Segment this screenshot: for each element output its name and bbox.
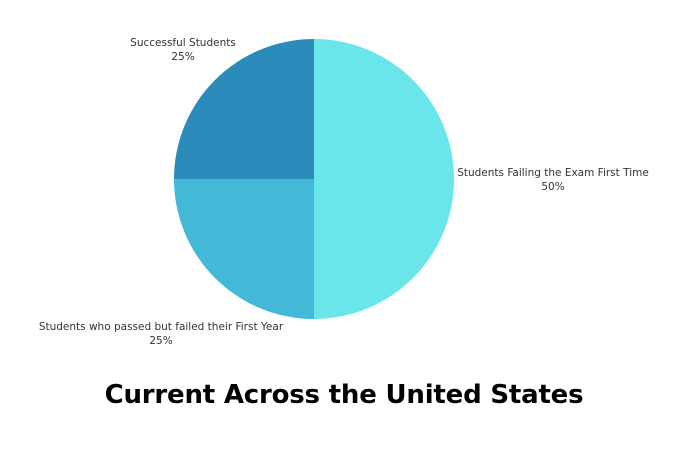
pie-slices <box>174 39 454 319</box>
pie-slice-students-who-passed-but-failed-their-first-year <box>174 179 314 319</box>
pie-slice-students-failing-the-exam-first-time <box>314 39 454 319</box>
slice-value-label-students-who-passed-but-failed-their-first-year: 25% <box>149 335 172 347</box>
pie-slice-successful-students <box>174 39 314 179</box>
slice-label-successful-students: Successful Students <box>130 37 236 49</box>
slice-value-label-students-failing-the-exam-first-time: 50% <box>541 181 564 193</box>
pie-labels: Students Failing the Exam First Time 50% S… <box>39 37 649 347</box>
slice-label-students-who-passed-but-failed-their-first-year: Students who passed but failed their Fir… <box>39 321 284 333</box>
slice-label-students-failing-the-exam-first-time: Students Failing the Exam First Time <box>457 167 649 179</box>
chart-title: Current Across the United States <box>104 380 584 410</box>
slice-value-label-successful-students: 25% <box>171 51 194 63</box>
